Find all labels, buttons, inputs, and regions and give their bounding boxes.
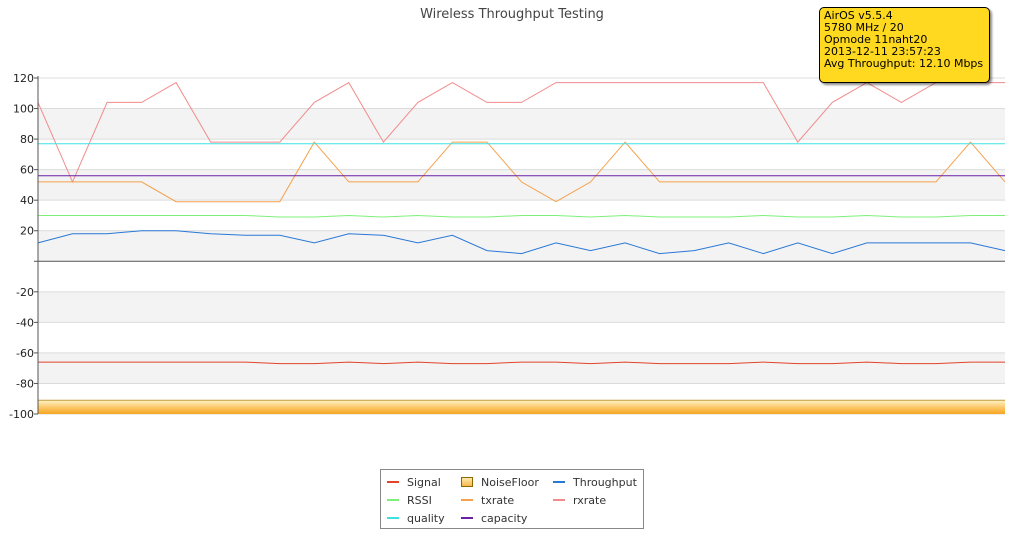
series-throughput [37, 230, 1006, 255]
info-firmware: AirOS v5.5.4 [824, 9, 893, 22]
legend-item-noisefloor: NoiseFloor [461, 475, 539, 489]
y-tick-label: -40 [16, 316, 34, 329]
y-tick-label: 80 [20, 133, 34, 146]
series-txrate [38, 141, 1006, 203]
y-tick-label: 60 [20, 164, 34, 177]
legend-item-txrate: txrate [461, 493, 514, 507]
grid-band [38, 108, 1005, 140]
y-tick-label: -80 [16, 377, 34, 390]
legend-label: Throughput [573, 475, 637, 489]
grid-band [38, 230, 1005, 262]
series-lines [37, 81, 1006, 365]
info-box: AirOS v5.5.4 5780 MHz / 20 Opmode 11naht… [819, 7, 990, 83]
noise-floor-area [38, 399, 1005, 414]
info-avg-throughput: Avg Throughput: 12.10 Mbps [824, 57, 984, 70]
y-tick-label: -20 [16, 286, 34, 299]
legend-label: NoiseFloor [481, 475, 539, 489]
info-frequency: 5780 MHz / 20 [824, 21, 904, 34]
info-timestamp: 2013-12-11 23:57:23 [824, 45, 941, 58]
chart-title: Wireless Throughput Testing [420, 7, 604, 22]
legend-item-throughput: Throughput [553, 475, 637, 489]
y-tick-label: 100 [13, 103, 34, 116]
legend-item-rssi: RSSI [387, 493, 432, 507]
legend: Signal NoiseFloor Throughput RSSI txrate rxra… [380, 469, 644, 529]
series-rssi [38, 214, 1005, 218]
grid-band [38, 169, 1005, 201]
legend-label: capacity [481, 511, 528, 525]
y-axis: 120 100 80 60 40 20 -20 -40 -60 -80 -100 [9, 72, 1005, 421]
legend-label: RSSI [407, 493, 432, 507]
y-tick-label: 40 [20, 194, 34, 207]
legend-item-quality: quality [387, 511, 445, 525]
legend-label: Signal [407, 475, 441, 489]
legend-swatch [387, 499, 399, 501]
y-tick-label: -60 [16, 347, 34, 360]
legend-swatch [553, 481, 565, 483]
legend-swatch [461, 499, 473, 501]
legend-swatch [461, 477, 473, 487]
grid-band [38, 352, 1005, 384]
series-rxrate [37, 81, 1005, 184]
legend-label: rxrate [573, 493, 607, 507]
legend-swatch [553, 499, 565, 501]
y-tick-label: 20 [20, 225, 34, 238]
legend-label: quality [407, 511, 445, 525]
noise-floor-band [38, 400, 1005, 414]
legend-label: txrate [481, 493, 515, 507]
legend-swatch [461, 517, 473, 519]
y-tick-label: -100 [9, 408, 34, 421]
legend-item-signal: Signal [387, 475, 441, 489]
legend-swatch [387, 481, 399, 483]
grid-bands [38, 108, 1005, 384]
legend-item-capacity: capacity [461, 511, 527, 525]
info-opmode: Opmode 11naht20 [824, 33, 928, 46]
y-tick-label: 120 [13, 72, 34, 85]
legend-item-rxrate: rxrate [553, 493, 606, 507]
series-signal [38, 361, 1005, 365]
legend-swatch [387, 517, 399, 519]
grid-band [38, 291, 1005, 323]
